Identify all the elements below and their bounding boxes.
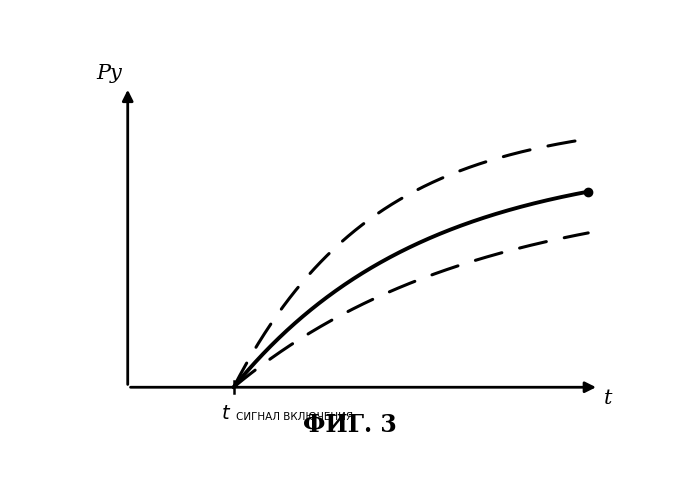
Text: СИГНАЛ ВКЛЮЧЕНИЯ: СИГНАЛ ВКЛЮЧЕНИЯ bbox=[236, 412, 353, 422]
Text: ФИГ. 3: ФИГ. 3 bbox=[303, 414, 397, 438]
Text: $t$: $t$ bbox=[221, 405, 231, 423]
Text: Pу: Pу bbox=[96, 64, 122, 83]
Text: t: t bbox=[604, 390, 613, 408]
